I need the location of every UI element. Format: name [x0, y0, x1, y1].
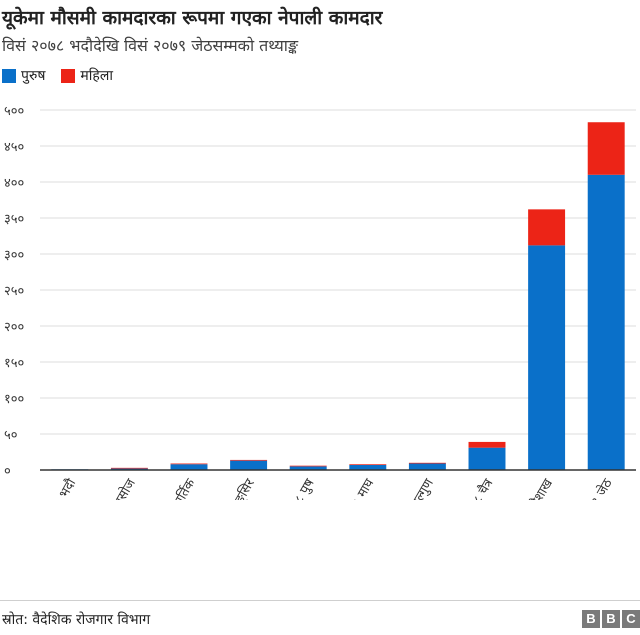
legend-swatch-female [61, 68, 76, 83]
y-tick-label: ३५० [4, 212, 24, 227]
chart-title: यूकेमा मौसमी कामदारका रूपमा गएका नेपाली … [2, 7, 383, 29]
source-note: स्रोत: वैदेशिक रोजगार विभाग [2, 612, 151, 628]
bar-segment-female [528, 209, 566, 246]
legend: पुरुष महिला [2, 66, 129, 85]
bar-segment-male [528, 245, 566, 470]
bar-segment-male [587, 174, 625, 471]
y-tick-label: ४५० [4, 140, 24, 155]
legend-label-female: महिला [80, 68, 113, 84]
bbc-logo-letter: B [582, 610, 600, 628]
x-tick-label: २०७८ भदौ [40, 475, 79, 500]
y-tick-label: ३०० [4, 248, 24, 263]
x-tick-label: २०७८ चैत्र [459, 475, 497, 500]
bar-segment-male [170, 464, 208, 470]
y-tick-label: १०० [4, 392, 24, 407]
bar-segment-female [349, 464, 387, 465]
x-tick-label: २०७८ मङ्सिर [212, 475, 259, 500]
bar-segment-female [408, 462, 446, 464]
y-tick-label: ० [4, 464, 11, 479]
legend-swatch-male [2, 68, 16, 83]
footer-divider [0, 600, 640, 601]
y-tick-label: ५० [4, 428, 18, 443]
stacked-bar-chart: ० ५० १०० १५० २०० २५० ३०० ३५० ४०० ४५० ५०० २०७८ भदौ २०… [4, 104, 636, 500]
y-tick-label: २५० [4, 284, 24, 299]
bar-segment-male [349, 464, 387, 470]
bar-segment-male [468, 447, 506, 470]
legend-label-male: पुरुष [21, 68, 46, 84]
y-tick-label: १५० [4, 356, 24, 371]
bbc-logo-letter: C [622, 610, 640, 628]
bar-segment-male [408, 463, 446, 470]
x-tick-label: २०७९ जेठ [578, 476, 616, 500]
x-tick-label: २०७८ असोज [94, 476, 139, 500]
x-tick-label: २०७८ फाल्गुण [390, 476, 437, 500]
bar-segment-male [289, 466, 327, 470]
x-tick-label: २०७८ कार्तिक [152, 475, 199, 500]
legend-item-male: पुरुष [2, 66, 45, 85]
bar-segment-female [110, 467, 148, 469]
x-tick-label: २०७८ पुष [282, 476, 318, 500]
legend-item-female: महिला [61, 66, 113, 85]
x-tick-label: २०७९ वैशाख [512, 476, 557, 500]
bar-segment-female [170, 463, 208, 465]
bar-segment-male [230, 460, 268, 470]
bar-segment-female [587, 122, 625, 175]
chart-subtitle: विसं २०७८ भदौदेखि विसं २०७९ जेठसम्मको तथ… [2, 36, 299, 55]
y-tick-label: २०० [4, 320, 24, 335]
x-tick-label: २०७८ माघ [339, 476, 377, 500]
bbc-logo: B B C [580, 610, 640, 628]
y-tick-label: ४०० [4, 176, 24, 191]
y-tick-label: ५०० [4, 104, 24, 119]
bar-segment-female [289, 465, 327, 467]
bbc-logo-letter: B [602, 610, 620, 628]
bar-segment-female [230, 459, 268, 461]
bar-segment-female [468, 441, 506, 448]
